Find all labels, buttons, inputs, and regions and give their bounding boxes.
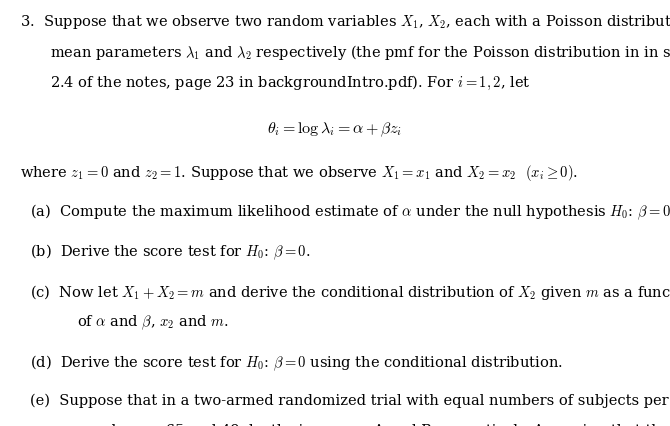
Text: (b)  Derive the score test for $H_0$: $\beta = 0$.: (b) Derive the score test for $H_0$: $\b… bbox=[30, 243, 311, 262]
Text: $\theta_i = \log \lambda_i = \alpha + \beta z_i$: $\theta_i = \log \lambda_i = \alpha + \b… bbox=[267, 120, 403, 138]
Text: mean parameters $\lambda_1$ and $\lambda_2$ respectively (the pmf for the Poisso: mean parameters $\lambda_1$ and $\lambda… bbox=[50, 43, 670, 63]
Text: (d)  Derive the score test for $H_0$: $\beta = 0$ using the conditional distribu: (d) Derive the score test for $H_0$: $\b… bbox=[30, 353, 563, 373]
Text: 2.4 of the notes, page 23 in backgroundIntro.pdf). For $i = 1, 2$, let: 2.4 of the notes, page 23 in backgroundI… bbox=[50, 74, 531, 92]
Text: (a)  Compute the maximum likelihood estimate of $\alpha$ under the null hypothes: (a) Compute the maximum likelihood estim… bbox=[30, 203, 670, 222]
Text: we observe 65 and 49 deaths in groups A and B respectively. Assuming that the nu: we observe 65 and 49 deaths in groups A … bbox=[77, 424, 670, 426]
Text: of $\alpha$ and $\beta$, $x_2$ and $m$.: of $\alpha$ and $\beta$, $x_2$ and $m$. bbox=[77, 314, 228, 332]
Text: 3.  Suppose that we observe two random variables $X_1$, $X_2$, each with a Poiss: 3. Suppose that we observe two random va… bbox=[20, 13, 670, 31]
Text: (c)  Now let $X_1 + X_2 = m$ and derive the conditional distribution of $X_2$ gi: (c) Now let $X_1 + X_2 = m$ and derive t… bbox=[30, 283, 670, 302]
Text: (e)  Suppose that in a two-armed randomized trial with equal numbers of subjects: (e) Suppose that in a two-armed randomiz… bbox=[30, 393, 670, 408]
Text: where $z_1 = 0$ and $z_2 = 1$. Suppose that we observe $X_1 = x_1$ and $X_2 = x_: where $z_1 = 0$ and $z_2 = 1$. Suppose t… bbox=[20, 163, 578, 183]
